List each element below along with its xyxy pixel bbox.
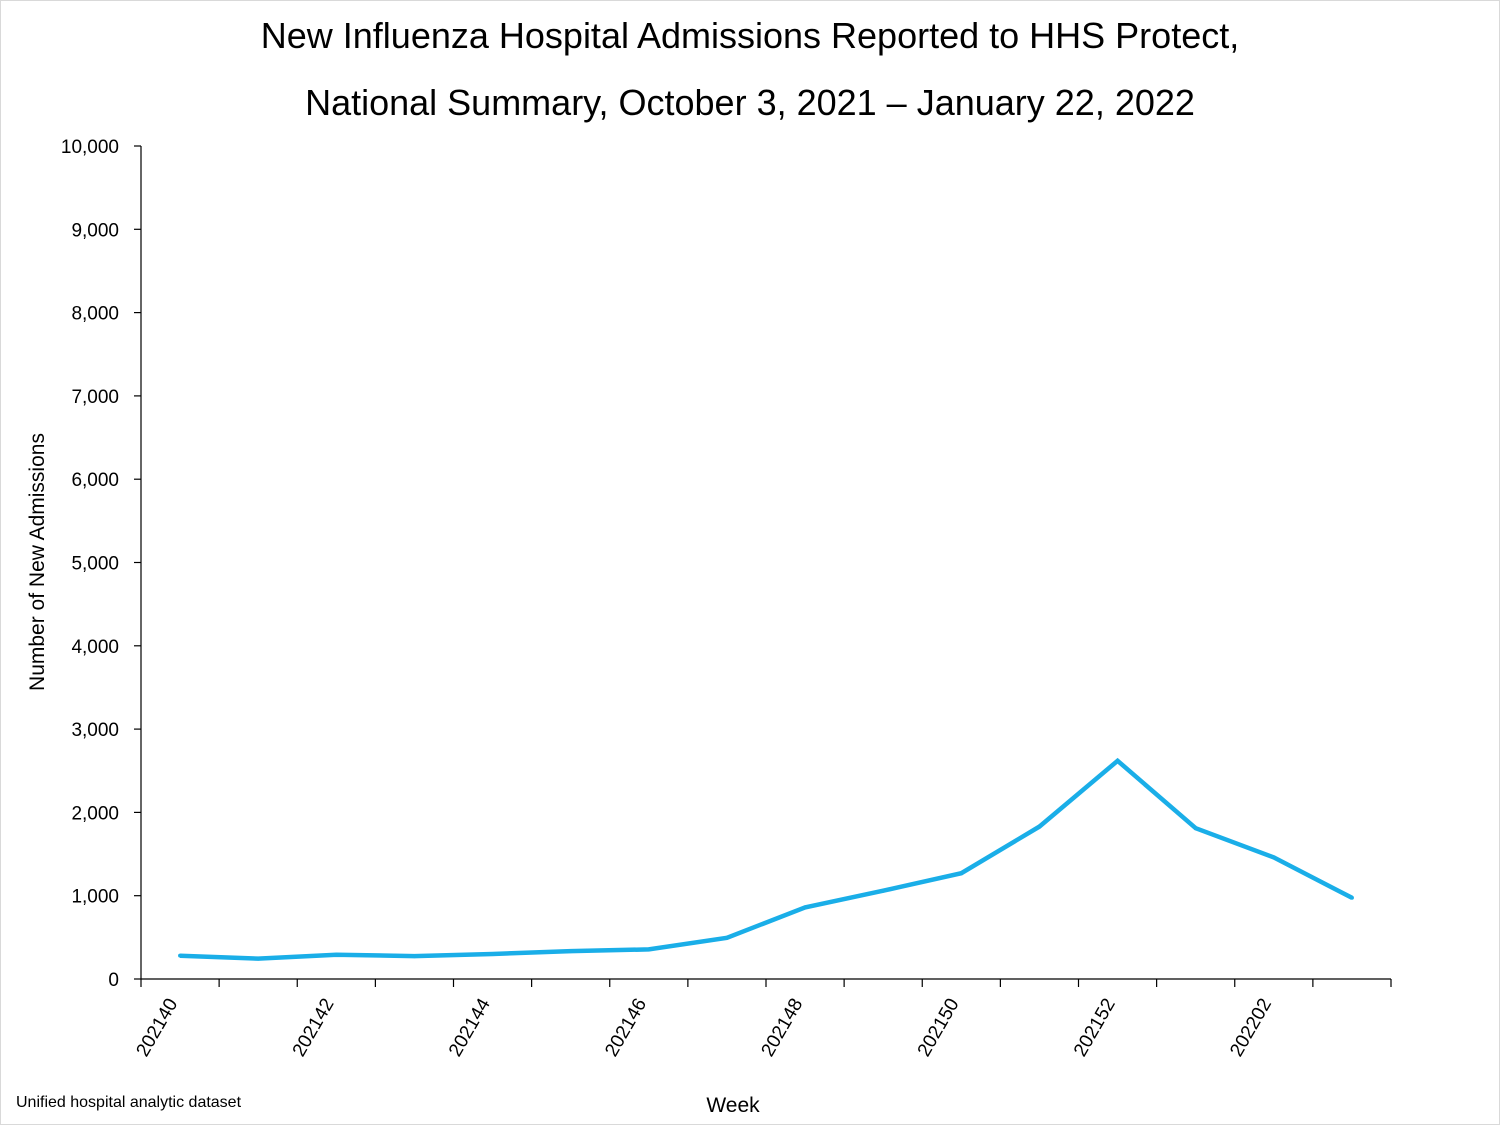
data-point — [959, 871, 964, 876]
x-tick-label: 202142 — [289, 995, 339, 1060]
data-point — [1115, 758, 1120, 763]
data-point — [724, 935, 729, 940]
chart-title: New Influenza Hospital Admissions Report… — [260, 15, 1240, 56]
y-axis-label: Number of New Admissions — [26, 433, 49, 691]
y-tick-label: 1,000 — [71, 887, 119, 908]
x-tick-label: 202202 — [1226, 995, 1276, 1060]
x-tick-label: 202144 — [445, 995, 495, 1061]
data-point — [490, 952, 495, 957]
y-tick-label: 4,000 — [71, 637, 119, 658]
y-tick-label: 9,000 — [71, 220, 119, 241]
y-tick-label: 0 — [108, 970, 119, 991]
source-note: Unified hospital analytic dataset — [16, 1094, 242, 1111]
y-tick-label: 8,000 — [71, 304, 119, 325]
data-point — [412, 954, 417, 959]
data-point — [881, 888, 886, 893]
y-tick-label: 3,000 — [71, 720, 119, 741]
data-point — [568, 949, 573, 954]
x-tick-label: 202140 — [133, 995, 183, 1060]
series-layer — [178, 757, 1354, 961]
x-tick-label: 202148 — [758, 995, 808, 1060]
y-tick-label: 7,000 — [71, 387, 119, 408]
data-point — [803, 905, 808, 910]
data-point — [1271, 855, 1276, 860]
y-tick-label: 10,000 — [61, 137, 119, 158]
series-line-0 — [180, 757, 1353, 961]
data-point — [1349, 895, 1354, 900]
chart-subtitle: National Summary, October 3, 2021 – Janu… — [305, 82, 1195, 123]
data-point — [1193, 826, 1198, 831]
x-tick-label: 202152 — [1070, 995, 1120, 1060]
y-tick-label: 2,000 — [71, 803, 119, 824]
data-point — [178, 953, 183, 958]
x-tick-label: 202146 — [601, 995, 651, 1060]
y-axis: 0 1,000 2,000 3,000 4,000 5,000 6,000 7,000 8,00… — [61, 137, 142, 991]
y-tick-label: 5,000 — [71, 554, 119, 575]
data-point — [256, 956, 261, 961]
data-point — [646, 947, 651, 952]
y-tick-label: 6,000 — [71, 470, 119, 491]
x-tick-label: 202150 — [914, 995, 964, 1060]
x-axis: 202140 202142 202144 202146 202148 202150 2021… — [133, 978, 1392, 1061]
x-axis-label: Week — [706, 1094, 760, 1117]
data-point — [334, 952, 339, 957]
data-point — [1037, 824, 1042, 829]
